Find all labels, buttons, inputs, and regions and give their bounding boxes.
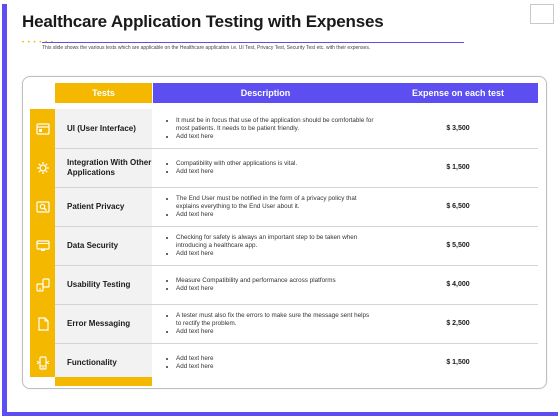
description-bullet: The End User must be notified in the for… bbox=[176, 195, 375, 211]
description-bullet: Add text here bbox=[176, 211, 375, 219]
description-bullet: Add text here bbox=[176, 133, 375, 141]
description-list: It must be in focus that use of the appl… bbox=[160, 117, 375, 141]
test-description: Compatibility with other applications is… bbox=[160, 148, 375, 187]
tests-column-footer bbox=[55, 377, 152, 386]
row-divider bbox=[55, 148, 538, 149]
description-bullet: Add text here bbox=[176, 363, 213, 371]
table-row: Integration With Other Applications Compa… bbox=[30, 148, 538, 187]
left-accent-bar bbox=[2, 4, 7, 412]
tests-column-background bbox=[55, 109, 152, 377]
test-expense: $ 4,000 bbox=[446, 281, 470, 288]
description-list: Checking for safety is always an importa… bbox=[160, 234, 375, 258]
description-bullet: Add text here bbox=[176, 328, 375, 336]
test-name: Patient Privacy bbox=[67, 201, 125, 211]
row-divider bbox=[55, 226, 538, 227]
title-decoration-dots: • • • • • • bbox=[22, 40, 54, 46]
description-bullet: Add text here bbox=[176, 285, 336, 293]
test-expense: $ 2,500 bbox=[446, 320, 470, 327]
test-description: Checking for safety is always an importa… bbox=[160, 226, 375, 265]
test-description: The End User must be notified in the for… bbox=[160, 187, 375, 226]
test-expense: $ 6,500 bbox=[446, 203, 470, 210]
test-name: Integration With Other Applications bbox=[67, 157, 152, 177]
table-row: Functionality Add text hereAdd text here $… bbox=[30, 343, 538, 382]
table-row: Data Security Checking for safety is alwa… bbox=[30, 226, 538, 265]
description-bullet: A tester must also fix the errors to mak… bbox=[176, 312, 375, 328]
test-name: Functionality bbox=[67, 357, 117, 367]
description-list: Measure Compatibility and performance ac… bbox=[160, 277, 336, 293]
test-description: A tester must also fix the errors to mak… bbox=[160, 304, 375, 343]
test-name: UI (User Interface) bbox=[67, 123, 136, 133]
description-bullet: Add text here bbox=[176, 250, 375, 258]
description-bullet: Checking for safety is always an importa… bbox=[176, 234, 375, 250]
browser-window-icon bbox=[30, 109, 55, 148]
row-divider bbox=[55, 187, 538, 188]
page-subtitle: This slide shows the various tests which… bbox=[42, 45, 371, 51]
test-expense: $ 1,500 bbox=[446, 164, 470, 171]
page-title: Healthcare Application Testing with Expe… bbox=[22, 12, 384, 31]
description-bullet: Measure Compatibility and performance ac… bbox=[176, 277, 336, 285]
mobile-phone-icon bbox=[30, 343, 55, 382]
gear-icon bbox=[30, 148, 55, 187]
table-row: Error Messaging A tester must also fix th… bbox=[30, 304, 538, 343]
title-rule bbox=[42, 42, 464, 43]
test-expense: $ 3,500 bbox=[446, 125, 470, 132]
description-list: Add text hereAdd text here bbox=[160, 355, 213, 371]
description-list: The End User must be notified in the for… bbox=[160, 195, 375, 219]
table-row: UI (User Interface) It must be in focus t… bbox=[30, 109, 538, 148]
description-bullet: Add text here bbox=[176, 168, 297, 176]
corner-box bbox=[530, 4, 554, 24]
test-description: Measure Compatibility and performance ac… bbox=[160, 265, 375, 304]
test-name: Usability Testing bbox=[67, 279, 131, 289]
test-name: Data Security bbox=[67, 240, 119, 250]
description-list: A tester must also fix the errors to mak… bbox=[160, 312, 375, 336]
description-bullet: Add text here bbox=[176, 355, 213, 363]
test-description: Add text hereAdd text here bbox=[160, 343, 375, 382]
test-expense: $ 1,500 bbox=[446, 359, 470, 366]
row-divider bbox=[55, 304, 538, 305]
table-row: Patient Privacy The End User must be noti… bbox=[30, 187, 538, 226]
header-tests: Tests bbox=[55, 83, 152, 103]
table-row: Usability Testing Measure Compatibility a… bbox=[30, 265, 538, 304]
header-expense: Expense on each test bbox=[378, 83, 538, 103]
description-bullet: Compatibility with other applications is… bbox=[176, 160, 297, 168]
test-expense: $ 5,500 bbox=[446, 242, 470, 249]
monitor-icon bbox=[30, 226, 55, 265]
devices-icon bbox=[30, 265, 55, 304]
header-description: Description bbox=[153, 83, 378, 103]
magnifier-icon bbox=[30, 187, 55, 226]
description-list: Compatibility with other applications is… bbox=[160, 160, 297, 176]
test-name: Error Messaging bbox=[67, 318, 131, 328]
test-description: It must be in focus that use of the appl… bbox=[160, 109, 375, 148]
row-divider bbox=[55, 343, 538, 344]
row-divider bbox=[55, 265, 538, 266]
document-icon bbox=[30, 304, 55, 343]
description-bullet: It must be in focus that use of the appl… bbox=[176, 117, 375, 133]
bottom-accent-bar bbox=[2, 412, 558, 416]
